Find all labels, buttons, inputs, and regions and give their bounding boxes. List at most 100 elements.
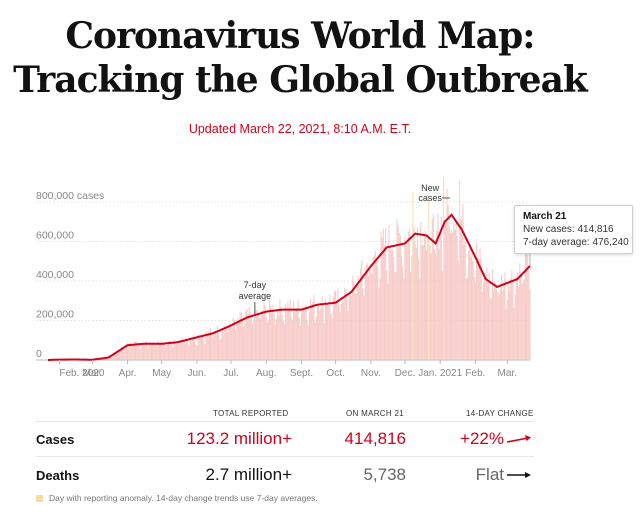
daily-bar bbox=[170, 340, 172, 360]
tooltip-date: March 21 bbox=[523, 211, 567, 222]
daily-bar bbox=[452, 232, 454, 360]
daily-bar bbox=[329, 295, 331, 360]
daily-bar bbox=[362, 288, 364, 360]
daily-bar bbox=[464, 235, 466, 360]
daily-bar bbox=[391, 249, 393, 360]
daily-bar bbox=[272, 304, 274, 360]
daily-bar bbox=[289, 299, 291, 360]
cases-row-label: Cases bbox=[36, 432, 75, 447]
daily-bar bbox=[380, 232, 382, 360]
daily-bar bbox=[386, 269, 388, 360]
daily-bar bbox=[238, 319, 240, 360]
trend-flat-arrow-icon bbox=[507, 472, 531, 478]
daily-bar bbox=[153, 343, 155, 360]
y-tick-label: 800,000 cases bbox=[36, 190, 104, 202]
daily-bar bbox=[263, 303, 265, 360]
daily-bar bbox=[275, 318, 278, 360]
daily-bar bbox=[271, 313, 273, 360]
daily-bar bbox=[260, 317, 262, 360]
daily-bar bbox=[107, 358, 109, 360]
daily-bar bbox=[273, 313, 275, 360]
x-tick-label: Mar. bbox=[83, 368, 102, 379]
daily-bar bbox=[282, 320, 284, 360]
daily-bar bbox=[124, 350, 126, 360]
daily-bar bbox=[363, 295, 365, 360]
daily-bar bbox=[174, 343, 176, 360]
daily-bar bbox=[501, 274, 503, 360]
daily-bar bbox=[145, 341, 147, 360]
daily-bar bbox=[490, 297, 492, 360]
daily-bar bbox=[368, 275, 370, 360]
daily-bar bbox=[460, 218, 462, 360]
daily-bar bbox=[416, 226, 419, 360]
daily-bar bbox=[465, 278, 467, 360]
daily-bar bbox=[257, 313, 259, 360]
daily-bar bbox=[134, 341, 137, 360]
daily-bar bbox=[433, 249, 436, 360]
anomaly-swatch bbox=[36, 495, 43, 502]
daily-bar bbox=[129, 345, 131, 360]
daily-bar bbox=[325, 304, 328, 360]
daily-bar bbox=[133, 341, 135, 360]
daily-bar bbox=[366, 263, 368, 360]
daily-bar bbox=[231, 327, 233, 360]
daily-bar bbox=[247, 313, 249, 360]
daily-bar bbox=[185, 342, 187, 360]
daily-bar bbox=[494, 280, 496, 360]
daily-bar bbox=[335, 290, 337, 360]
daily-bar bbox=[245, 311, 247, 360]
daily-bar bbox=[448, 226, 450, 360]
x-tick-label: Jul. bbox=[223, 368, 239, 379]
daily-bar bbox=[390, 249, 392, 360]
daily-bar bbox=[123, 349, 125, 360]
daily-bar bbox=[321, 296, 323, 360]
daily-bar bbox=[471, 250, 473, 360]
daily-bar bbox=[373, 255, 375, 360]
divider bbox=[36, 421, 534, 422]
daily-bar bbox=[216, 325, 218, 360]
daily-bar bbox=[346, 296, 348, 360]
daily-bar bbox=[491, 269, 494, 360]
daily-bar bbox=[121, 346, 123, 360]
daily-bar bbox=[349, 292, 351, 360]
cases-chart[interactable]: 800,000 cases 600,000 400,000 200,000 0 Feb. … bbox=[0, 170, 640, 388]
daily-bar bbox=[527, 248, 529, 360]
y-tick-label: 0 bbox=[36, 348, 42, 360]
daily-bar bbox=[319, 310, 321, 360]
header-14-day-change: 14-DAY CHANGE bbox=[466, 409, 534, 418]
daily-bar bbox=[315, 316, 317, 360]
daily-bar bbox=[114, 352, 116, 360]
daily-bar bbox=[477, 257, 479, 360]
daily-bar bbox=[248, 306, 250, 360]
daily-bar bbox=[113, 353, 115, 360]
daily-bar bbox=[192, 334, 195, 360]
daily-bar bbox=[504, 272, 506, 360]
daily-bar bbox=[456, 236, 458, 360]
daily-bar bbox=[159, 343, 162, 360]
daily-bar bbox=[350, 295, 353, 360]
daily-bar bbox=[240, 312, 242, 360]
daily-bar bbox=[498, 294, 500, 360]
daily-bar bbox=[455, 221, 457, 360]
anomaly-bar bbox=[412, 192, 414, 360]
daily-bar bbox=[439, 233, 441, 360]
daily-bar bbox=[408, 228, 411, 360]
daily-bar bbox=[163, 344, 165, 360]
daily-bar bbox=[461, 220, 463, 360]
daily-bar bbox=[323, 323, 325, 360]
daily-bar bbox=[423, 236, 425, 360]
daily-bar bbox=[253, 319, 255, 360]
daily-bar bbox=[220, 338, 222, 360]
daily-bar bbox=[169, 340, 171, 360]
daily-bar bbox=[217, 333, 220, 360]
daily-bar bbox=[215, 334, 217, 360]
daily-bar bbox=[435, 254, 437, 360]
daily-bar bbox=[397, 225, 399, 360]
daily-bar bbox=[480, 258, 482, 360]
daily-bar bbox=[246, 308, 248, 360]
daily-bar bbox=[483, 272, 486, 360]
average-line bbox=[48, 213, 531, 361]
daily-bar bbox=[211, 336, 213, 360]
x-tick-label: Dec. bbox=[395, 368, 416, 379]
daily-bar bbox=[294, 312, 296, 360]
